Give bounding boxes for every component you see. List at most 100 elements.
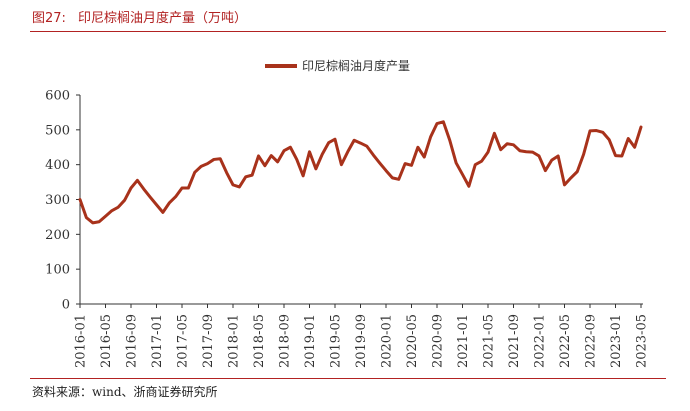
x-tick-label: 2022-05 — [558, 314, 573, 368]
data-point — [155, 204, 157, 206]
figure-title-text: 印尼棕榈油月度产量（万吨） — [78, 11, 248, 26]
data-point — [512, 144, 514, 146]
data-point — [417, 146, 419, 148]
data-point — [315, 168, 317, 170]
data-point — [181, 187, 183, 189]
data-point — [85, 216, 87, 218]
data-point — [359, 142, 361, 144]
data-point — [595, 129, 597, 131]
data-point — [174, 196, 176, 198]
data-point — [206, 162, 208, 164]
y-tick-label: 600 — [45, 89, 70, 104]
x-tick-label: 2016-01 — [74, 314, 89, 368]
data-point — [347, 151, 349, 153]
data-point — [162, 211, 164, 213]
data-point — [308, 151, 310, 153]
data-point — [436, 122, 438, 124]
y-tick-label: 400 — [45, 158, 70, 173]
data-point — [276, 161, 278, 163]
data-point — [500, 148, 502, 150]
x-tick-label: 2020-09 — [431, 314, 446, 368]
x-tick-label: 2019-09 — [354, 314, 369, 368]
data-point — [487, 151, 489, 153]
data-point — [117, 206, 119, 208]
x-tick-label: 2021-01 — [456, 314, 471, 368]
data-point — [557, 155, 559, 157]
data-point — [111, 209, 113, 211]
data-point — [283, 150, 285, 152]
data-point — [168, 202, 170, 204]
data-point — [576, 170, 578, 172]
data-point — [621, 155, 623, 157]
data-point — [449, 139, 451, 141]
y-tick-labels: 0 100 200 300 400 500 600 — [45, 89, 70, 313]
x-tick-label: 2023-05 — [635, 314, 650, 368]
data-point — [474, 163, 476, 165]
data-point — [366, 145, 368, 147]
data-point — [506, 143, 508, 145]
figure-title: 图27: 印尼棕榈油月度产量（万吨） — [32, 8, 247, 30]
chart-axes — [76, 94, 643, 308]
x-tick-label: 2020-05 — [405, 314, 420, 368]
data-point — [296, 158, 298, 160]
data-point — [123, 199, 125, 201]
data-point — [525, 151, 527, 153]
y-tick-label: 500 — [45, 123, 70, 138]
data-point — [257, 155, 259, 157]
data-point — [531, 151, 533, 153]
x-tick-label: 2020-01 — [380, 314, 395, 368]
data-point — [519, 150, 521, 152]
data-point — [289, 146, 291, 148]
x-tick-label: 2022-09 — [584, 314, 599, 368]
data-point — [245, 176, 247, 178]
x-tick-label: 2018-05 — [252, 314, 267, 368]
source-note: 资料来源：wind、浙商证券研究所 — [32, 385, 218, 399]
data-point — [372, 154, 374, 156]
legend-label: 印尼棕榈油月度产量 — [302, 58, 410, 73]
data-point — [480, 160, 482, 162]
data-point — [563, 184, 565, 186]
data-point — [251, 174, 253, 176]
data-point — [633, 146, 635, 148]
x-tick-label: 2022-01 — [533, 314, 548, 368]
footer-rule — [30, 378, 666, 379]
data-point — [143, 188, 145, 190]
data-point — [378, 162, 380, 164]
x-tick-label: 2021-09 — [507, 314, 522, 368]
data-point — [79, 198, 81, 200]
data-point — [149, 196, 151, 198]
x-tick-label: 2018-09 — [278, 314, 293, 368]
data-point — [327, 142, 329, 144]
x-tick-labels: 2016-01 2016-05 2016-09 2017-01 2017-05 2017-… — [74, 314, 650, 368]
x-tick-label: 2017-05 — [176, 314, 191, 368]
x-tick-label: 2017-01 — [150, 314, 165, 368]
data-point — [468, 185, 470, 187]
data-point — [130, 187, 132, 189]
x-tick-label: 2018-01 — [227, 314, 242, 368]
data-point — [353, 139, 355, 141]
data-point — [104, 215, 106, 217]
x-tick-label: 2019-01 — [303, 314, 318, 368]
data-point — [270, 154, 272, 156]
x-tick-label: 2021-05 — [482, 314, 497, 368]
data-point — [136, 179, 138, 181]
data-point — [461, 173, 463, 175]
data-point — [213, 158, 215, 160]
data-point — [602, 131, 604, 133]
data-point — [423, 156, 425, 158]
data-point — [302, 175, 304, 177]
data-point — [582, 153, 584, 155]
data-point — [493, 132, 495, 134]
data-point — [391, 177, 393, 179]
data-point — [264, 165, 266, 167]
data-point — [614, 154, 616, 156]
data-point — [200, 165, 202, 167]
data-point — [398, 178, 400, 180]
data-point — [219, 158, 221, 160]
data-point — [410, 164, 412, 166]
data-point — [608, 138, 610, 140]
data-point — [98, 221, 100, 223]
y-tick-label: 100 — [45, 263, 70, 278]
y-tick-label: 300 — [45, 193, 70, 208]
